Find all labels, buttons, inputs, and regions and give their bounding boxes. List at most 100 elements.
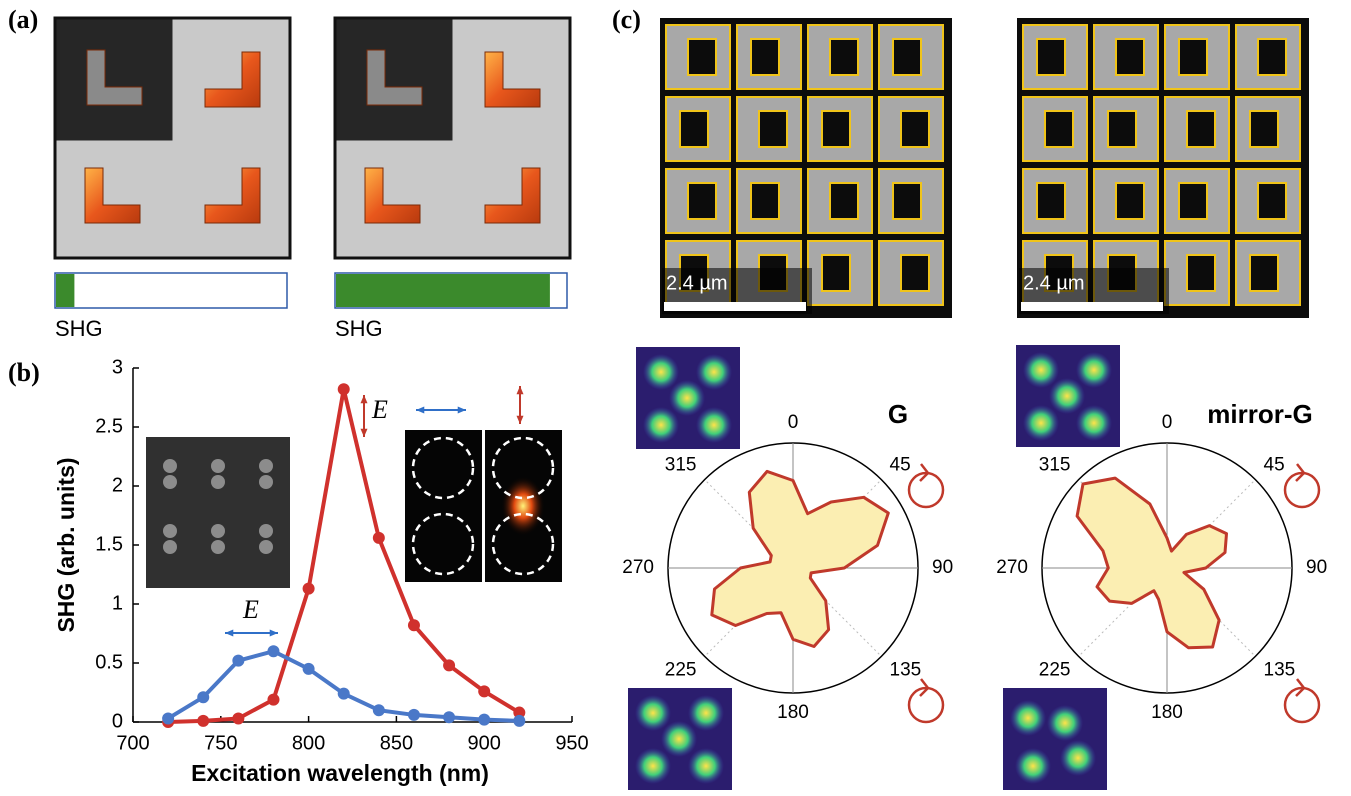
annotation: E⃗ [371, 395, 408, 424]
g-gap [679, 110, 709, 148]
intensity-spot [696, 354, 732, 390]
g-gap [1249, 254, 1279, 292]
arrow-head [416, 406, 425, 414]
sem-dot [211, 475, 225, 489]
g-gap [900, 254, 930, 292]
annotation: E⃗ [242, 595, 279, 624]
arrow-head [269, 629, 278, 637]
g-gap [1036, 182, 1066, 220]
g-gap [892, 182, 922, 220]
theta-tick-label: 270 [622, 557, 654, 578]
sem-dot [163, 459, 177, 473]
y-tick-label: 3 [112, 356, 123, 378]
y-tick-label: 2.5 [95, 415, 123, 437]
l-structure [204, 51, 261, 108]
series-marker [302, 582, 315, 595]
series-line [167, 649, 520, 723]
shg-bar [56, 274, 75, 307]
g-gap [1257, 182, 1287, 220]
x-tick-label: 950 [555, 732, 588, 754]
g-gap [1186, 110, 1216, 148]
circular-polarization [907, 686, 945, 724]
g-gap [1036, 38, 1066, 76]
x-axis-label: Excitation wavelength (nm) [191, 760, 489, 786]
theta-tick-label: 180 [777, 702, 809, 723]
circular-polarization [1283, 686, 1321, 724]
circular-polarization [907, 471, 945, 509]
panel-label: (a) [8, 5, 38, 34]
g-gap [1178, 38, 1208, 76]
y-tick-label: 1 [112, 592, 123, 614]
theta-tick-label: 315 [1039, 454, 1071, 475]
field-circle [491, 512, 555, 576]
polar-pattern [1075, 476, 1228, 650]
scale-bar [664, 302, 806, 311]
circular-arrow-tip [919, 678, 930, 697]
g-gap [750, 38, 780, 76]
series-marker [302, 662, 315, 675]
series-marker [337, 687, 350, 700]
g-cell [736, 96, 802, 162]
sem-quadrant [56, 19, 173, 141]
theta-tick-label: 90 [1306, 557, 1327, 578]
intensity-spot [1076, 405, 1112, 441]
arrow-head [516, 386, 524, 395]
g-gap [892, 38, 922, 76]
series-marker [407, 708, 420, 721]
x-tick-label: 750 [204, 732, 237, 754]
sem-dot [163, 540, 177, 554]
g-gap [1178, 182, 1208, 220]
sem-dot [163, 475, 177, 489]
l-structure [364, 167, 421, 224]
series-marker [372, 704, 385, 717]
intensity-spot [696, 407, 732, 443]
g-gap [1257, 38, 1287, 76]
sem-dot [259, 524, 273, 538]
intensity-spot [688, 748, 724, 784]
g-gap [821, 254, 851, 292]
circular-polarization [1283, 471, 1321, 509]
series-marker [513, 714, 526, 727]
arrow-head [360, 428, 368, 437]
intensity-spot [1023, 352, 1059, 388]
theta-tick-label: 45 [890, 454, 911, 475]
intensity-spot [1047, 705, 1083, 741]
sem-dot [163, 524, 177, 538]
theta-tick-label: 90 [932, 557, 953, 578]
theta-tick-label: 45 [1264, 454, 1285, 475]
intensity-spot [1015, 748, 1051, 784]
sem-dot [211, 459, 225, 473]
theta-tick-label: 180 [1151, 702, 1183, 723]
g-gap [821, 110, 851, 148]
theta-tick-label: 270 [996, 557, 1028, 578]
g-gap [750, 182, 780, 220]
field-circle [411, 512, 475, 576]
scale-bar-label: 2.4 µm [666, 272, 728, 294]
sem-quadrant [336, 19, 453, 141]
intensity-spot [1060, 740, 1096, 776]
y-tick-label: 0.5 [95, 651, 123, 673]
series-marker [232, 712, 245, 725]
intensity-spot [643, 354, 679, 390]
series-marker [267, 645, 280, 658]
g-gap [1186, 254, 1216, 292]
intensity-spot [1049, 378, 1085, 414]
arrow-head [225, 629, 234, 637]
theta-tick-label: 225 [1039, 660, 1071, 681]
series-marker [162, 712, 175, 725]
l-structure [204, 167, 261, 224]
g-gap [1115, 38, 1145, 76]
x-tick-label: 700 [116, 732, 149, 754]
intensity-spot [688, 695, 724, 731]
series-marker [478, 685, 491, 698]
intensity-spot [635, 748, 671, 784]
shg-bar-frame [54, 272, 288, 309]
l-structure [84, 167, 141, 224]
intensity-spot [1023, 405, 1059, 441]
circular-arrow-tip [1295, 463, 1306, 482]
scale-bar-label: 2.4 µm [1023, 272, 1085, 294]
g-gap [758, 110, 788, 148]
arrow-head [457, 406, 466, 414]
scale-bar [1021, 302, 1163, 311]
